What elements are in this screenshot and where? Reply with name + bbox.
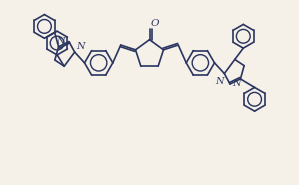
- Text: N: N: [232, 79, 241, 88]
- Text: N: N: [76, 42, 84, 51]
- Text: N: N: [215, 77, 223, 86]
- Text: O: O: [151, 18, 159, 28]
- Text: N: N: [57, 37, 65, 46]
